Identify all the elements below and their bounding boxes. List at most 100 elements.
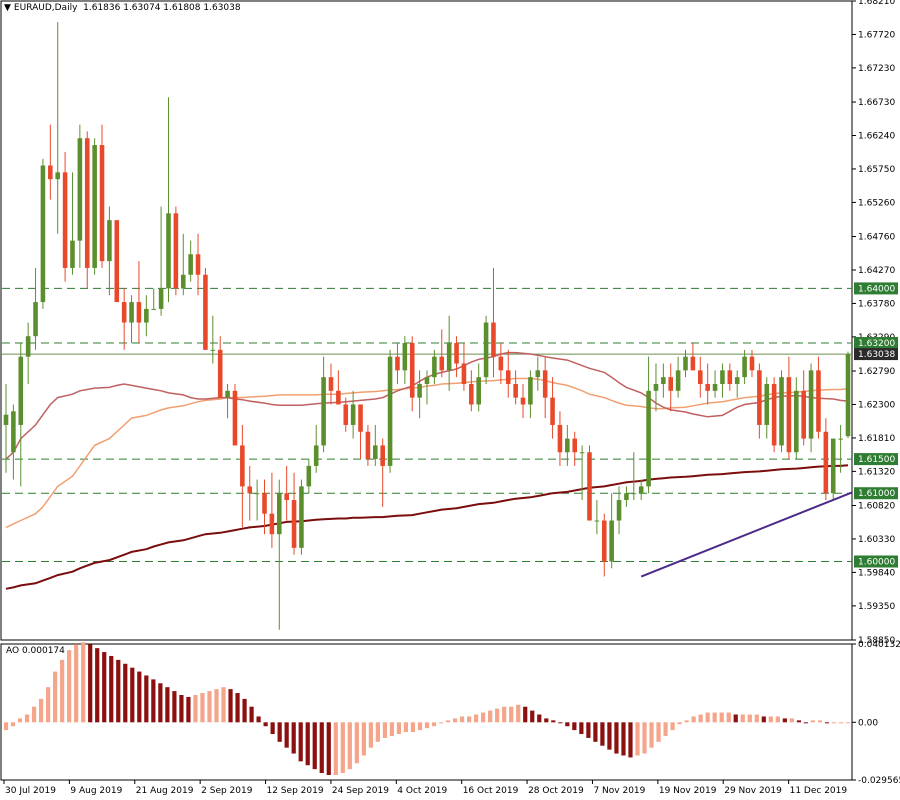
candle[interactable] xyxy=(764,377,770,439)
candle[interactable] xyxy=(550,377,555,439)
candle[interactable] xyxy=(528,370,533,419)
candle[interactable] xyxy=(284,465,289,521)
candle[interactable] xyxy=(749,349,755,378)
candle[interactable] xyxy=(417,370,422,419)
candle[interactable] xyxy=(690,343,696,371)
candle[interactable] xyxy=(469,370,474,412)
candle[interactable] xyxy=(232,383,238,446)
candle[interactable] xyxy=(33,267,38,350)
candle[interactable] xyxy=(653,363,659,412)
candle[interactable] xyxy=(40,158,46,309)
candle[interactable] xyxy=(217,336,223,398)
candle[interactable] xyxy=(668,363,674,412)
candle[interactable] xyxy=(542,356,548,419)
candle[interactable] xyxy=(136,261,142,344)
candle[interactable] xyxy=(794,377,799,460)
candle[interactable] xyxy=(720,363,725,398)
candle[interactable] xyxy=(557,411,563,466)
trendline[interactable] xyxy=(640,491,853,578)
candle[interactable] xyxy=(247,465,253,521)
candle[interactable] xyxy=(409,336,415,412)
candle[interactable] xyxy=(180,233,186,296)
candle[interactable] xyxy=(25,322,31,384)
candle[interactable] xyxy=(616,486,622,535)
candle[interactable] xyxy=(609,493,614,569)
candle[interactable] xyxy=(269,472,275,548)
candle[interactable] xyxy=(373,424,378,466)
candle[interactable] xyxy=(321,356,326,453)
candle[interactable] xyxy=(683,349,688,378)
candle[interactable] xyxy=(11,404,16,480)
candle[interactable] xyxy=(771,377,777,453)
candle[interactable] xyxy=(579,445,585,501)
candle[interactable] xyxy=(454,336,459,378)
candle[interactable] xyxy=(624,486,629,507)
candle[interactable] xyxy=(343,397,349,432)
candle[interactable] xyxy=(779,370,784,453)
candle[interactable] xyxy=(483,315,489,384)
candle[interactable] xyxy=(823,418,829,501)
candle[interactable] xyxy=(166,97,171,303)
candle[interactable] xyxy=(144,295,149,337)
candle[interactable] xyxy=(240,424,245,528)
candle[interactable] xyxy=(402,336,408,384)
candle[interactable] xyxy=(336,370,341,405)
candle[interactable] xyxy=(461,343,467,391)
candle[interactable] xyxy=(365,424,371,466)
candle[interactable] xyxy=(786,356,792,460)
candle[interactable] xyxy=(328,363,334,405)
candle[interactable] xyxy=(99,124,105,268)
candle[interactable] xyxy=(48,124,53,200)
candle[interactable] xyxy=(601,513,607,577)
candle[interactable] xyxy=(350,390,356,439)
candle[interactable] xyxy=(505,349,511,398)
candle[interactable] xyxy=(121,288,127,350)
candle[interactable] xyxy=(151,288,157,310)
candle[interactable] xyxy=(535,356,541,391)
collapse-triangle-icon[interactable]: ▼ xyxy=(4,3,11,13)
candle[interactable] xyxy=(801,370,806,446)
candle[interactable] xyxy=(439,329,445,378)
candle[interactable] xyxy=(3,383,9,473)
candle[interactable] xyxy=(62,151,68,282)
candle[interactable] xyxy=(210,315,216,364)
candle[interactable] xyxy=(638,479,644,501)
candle[interactable] xyxy=(84,131,90,289)
candle[interactable] xyxy=(808,363,814,453)
candle[interactable] xyxy=(646,356,651,494)
candle[interactable] xyxy=(262,479,267,535)
candle[interactable] xyxy=(845,351,851,439)
candle[interactable] xyxy=(387,349,393,473)
candle[interactable] xyxy=(816,356,821,439)
candle[interactable] xyxy=(380,438,385,507)
candle[interactable] xyxy=(565,424,570,466)
candle[interactable] xyxy=(432,349,437,384)
candle[interactable] xyxy=(158,206,164,316)
candle[interactable] xyxy=(476,363,481,412)
candle[interactable] xyxy=(734,370,740,398)
candle[interactable] xyxy=(306,459,312,494)
candle[interactable] xyxy=(712,370,718,398)
candle[interactable] xyxy=(114,220,120,303)
candle[interactable] xyxy=(395,343,400,384)
candle[interactable] xyxy=(661,363,666,398)
candle[interactable] xyxy=(675,356,681,398)
candle[interactable] xyxy=(291,472,297,555)
candle[interactable] xyxy=(299,479,304,555)
candle[interactable] xyxy=(313,424,319,473)
candle[interactable] xyxy=(838,424,843,473)
candle[interactable] xyxy=(498,343,504,384)
candle[interactable] xyxy=(55,22,60,234)
candle[interactable] xyxy=(358,404,363,460)
candle[interactable] xyxy=(705,363,710,405)
candle[interactable] xyxy=(107,206,112,296)
candle[interactable] xyxy=(446,315,452,391)
candle[interactable] xyxy=(70,172,75,275)
candle[interactable] xyxy=(173,206,179,296)
candle[interactable] xyxy=(188,240,193,282)
candle[interactable] xyxy=(727,363,733,391)
candle[interactable] xyxy=(254,479,260,521)
candle[interactable] xyxy=(491,267,496,378)
candle[interactable] xyxy=(129,295,134,344)
